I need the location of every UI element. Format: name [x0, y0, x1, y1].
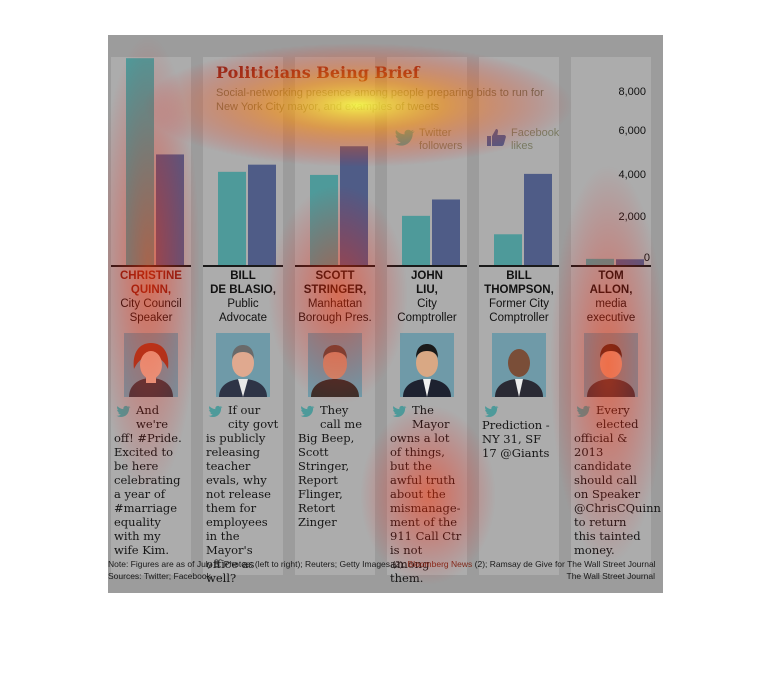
tweet-de-blasio: If our city govt is publicly releasing t…	[206, 403, 280, 585]
twitter-bird-icon	[390, 404, 408, 418]
footer-note-row: Note: Figures are as of July 8. Photos: …	[108, 559, 663, 571]
politician-name: JOHN	[411, 270, 443, 282]
legend-facebook-label: Facebook likes	[511, 127, 560, 152]
politician-label-liu: JOHN LIU, City Comptroller	[387, 269, 467, 325]
bar-facebook	[156, 154, 184, 265]
twitter-bird-icon	[482, 404, 500, 418]
politician-role: Manhattan	[307, 298, 363, 310]
legend-facebook: Facebook likes	[485, 127, 563, 153]
politician-role: executive	[586, 312, 636, 324]
politician-name: BILL	[230, 270, 256, 282]
baseline	[203, 265, 283, 267]
infographic-card: Politicians Being Brief Social-networkin…	[108, 35, 663, 593]
tweet-quinn: And we're off! #Pride. Excited to be her…	[114, 403, 188, 557]
twitter-bird-icon	[394, 129, 415, 146]
bar-twitter	[310, 174, 338, 265]
baseline	[387, 265, 467, 267]
politician-label-stringer: SCOTT STRINGER, Manhattan Borough Pres.	[295, 269, 375, 325]
politician-role: City	[417, 298, 437, 310]
politician-label-quinn: CHRISTINE QUINN, City Council Speaker	[111, 269, 191, 325]
bar-facebook	[524, 173, 552, 265]
tweet-text: The Mayor owns a lot of things, but the …	[390, 403, 462, 585]
chart-title: Politicians Being Brief	[216, 63, 420, 82]
tweet-liu: The Mayor owns a lot of things, but the …	[390, 403, 464, 585]
tweet-text: If our city govt is publicly releasing t…	[206, 403, 279, 585]
baseline	[571, 265, 651, 267]
chart-subtitle: Social-networking presence among people …	[216, 87, 544, 113]
twitter-bird-icon	[114, 404, 132, 418]
bar-twitter	[402, 215, 430, 265]
y-tick-label: 6,000	[618, 125, 646, 137]
politician-name: CHRISTINE	[120, 270, 182, 282]
portrait-image	[403, 344, 451, 397]
bar-facebook	[248, 164, 276, 265]
photo-de-blasio	[216, 333, 270, 397]
politician-name: DE BLASIO,	[210, 284, 276, 296]
footer-sources-row: Sources: Twitter; Facebook The Wall Stre…	[108, 571, 663, 583]
baseline	[479, 265, 559, 267]
tweet-text: And we're off! #Pride. Excited to be her…	[114, 403, 182, 557]
bar-twitter	[218, 171, 246, 265]
tweet-text: Every elected official & 2013 candidate …	[574, 403, 661, 557]
footer-sources: Sources: Twitter; Facebook	[108, 571, 211, 581]
photo-quinn	[124, 333, 178, 397]
politician-role: Comptroller	[397, 312, 457, 324]
footer-note-highlight: Bloomberg News	[407, 559, 473, 569]
y-tick-label: 2,000	[618, 211, 646, 223]
politician-role: Former City	[488, 298, 550, 310]
tweet-text: They call me Big Beep, Scott Stringer, R…	[298, 403, 363, 529]
tweet-text: Prediction - NY 31, SF 17 @Giants	[482, 418, 550, 460]
baseline	[295, 265, 375, 267]
politician-name: THOMPSON,	[484, 284, 554, 296]
twitter-bird-icon	[206, 404, 224, 418]
politician-name: BILL	[506, 270, 532, 282]
politician-role: media	[595, 298, 627, 310]
portrait-image	[587, 344, 635, 397]
politician-name: LIU,	[416, 284, 438, 296]
tweet-thompson: Prediction - NY 31, SF 17 @Giants	[482, 403, 556, 460]
legend-twitter: Twitter followers	[393, 127, 467, 153]
politician-name: QUINN,	[130, 284, 172, 296]
twitter-bird-icon	[298, 404, 316, 418]
photo-liu	[400, 333, 454, 397]
bar-twitter	[126, 58, 154, 265]
politician-name: STRINGER,	[303, 284, 367, 296]
portrait-image	[311, 345, 359, 397]
footer-credit: The Wall Street Journal	[566, 571, 656, 581]
tweet-allon: Every elected official & 2013 candidate …	[574, 403, 661, 557]
photo-stringer	[308, 333, 362, 397]
politician-name: TOM	[598, 270, 624, 282]
baseline	[111, 265, 191, 267]
politician-role: Public	[227, 298, 259, 310]
bar-facebook	[340, 146, 368, 265]
politician-label-de-blasio: BILL DE BLASIO, Public Advocate	[203, 269, 283, 325]
portrait-image	[219, 345, 267, 397]
photo-allon	[584, 333, 638, 397]
politician-name: SCOTT	[315, 270, 355, 282]
thumbs-up-icon	[487, 129, 506, 146]
twitter-bird-icon	[574, 404, 592, 418]
tweet-stringer: They call me Big Beep, Scott Stringer, R…	[298, 403, 372, 529]
photo-thompson	[492, 333, 546, 397]
politician-role: Advocate	[219, 312, 267, 324]
politician-role: Speaker	[129, 312, 173, 324]
legend-twitter-label: Twitter followers	[419, 127, 463, 152]
politician-role: Borough Pres.	[298, 312, 372, 324]
politician-label-thompson: BILL THOMPSON, Former City Comptroller	[479, 269, 559, 325]
y-tick-label: 8,000	[618, 86, 646, 98]
politician-label-allon: TOM ALLON, media executive	[571, 269, 651, 325]
portrait-image	[495, 349, 543, 397]
portrait-image	[129, 343, 173, 397]
politician-name: ALLON,	[589, 284, 633, 296]
politician-role: Comptroller	[489, 312, 549, 324]
footer-note: (2); Ramsay de Give for The Wall Street …	[474, 559, 656, 569]
y-tick-label: 0	[643, 252, 650, 264]
footer-note: Note: Figures are as of July 8. Photos: …	[108, 559, 406, 569]
footer: Note: Figures are as of July 8. Photos: …	[108, 559, 663, 583]
bar-twitter	[494, 234, 522, 265]
politician-role: City Council	[120, 298, 182, 310]
y-tick-label: 4,000	[618, 169, 646, 181]
bar-facebook	[432, 199, 460, 265]
